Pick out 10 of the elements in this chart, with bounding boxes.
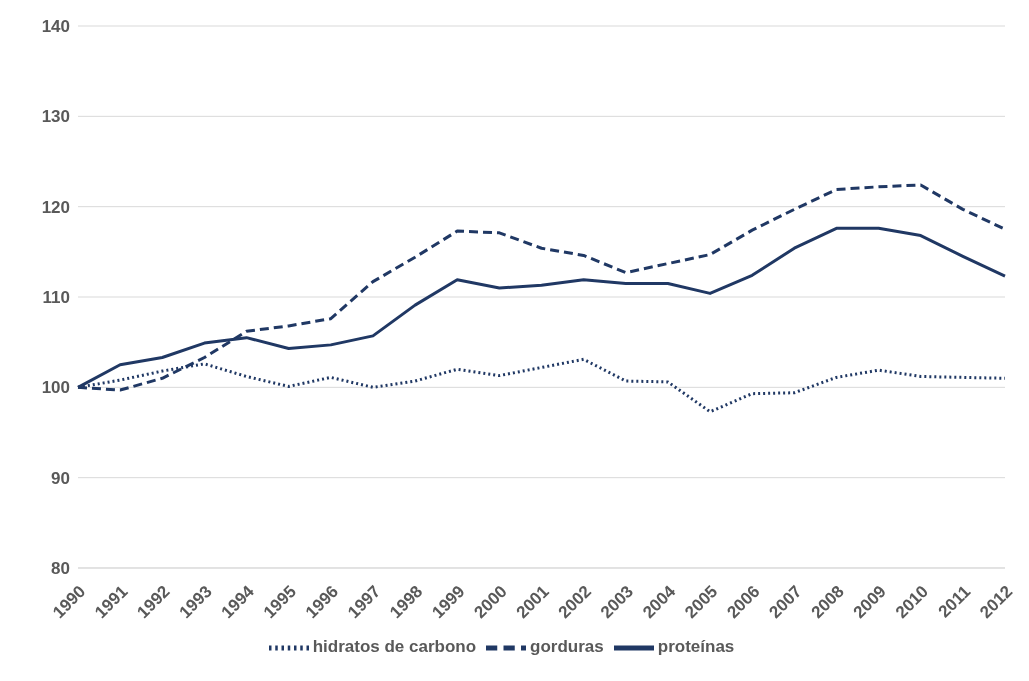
- y-tick-label: 140: [41, 17, 70, 37]
- legend-label: gorduras: [530, 637, 604, 657]
- legend-label: proteínas: [657, 637, 735, 657]
- y-tick-label: 90: [51, 468, 70, 488]
- y-tick-label: 100: [41, 378, 70, 398]
- y-tick-label: 120: [41, 197, 70, 217]
- y-tick-label: 110: [42, 288, 70, 308]
- y-tick-label: 80: [51, 559, 70, 579]
- y-tick-label: 130: [41, 107, 70, 127]
- legend-label: hidratos de carbono: [312, 637, 477, 657]
